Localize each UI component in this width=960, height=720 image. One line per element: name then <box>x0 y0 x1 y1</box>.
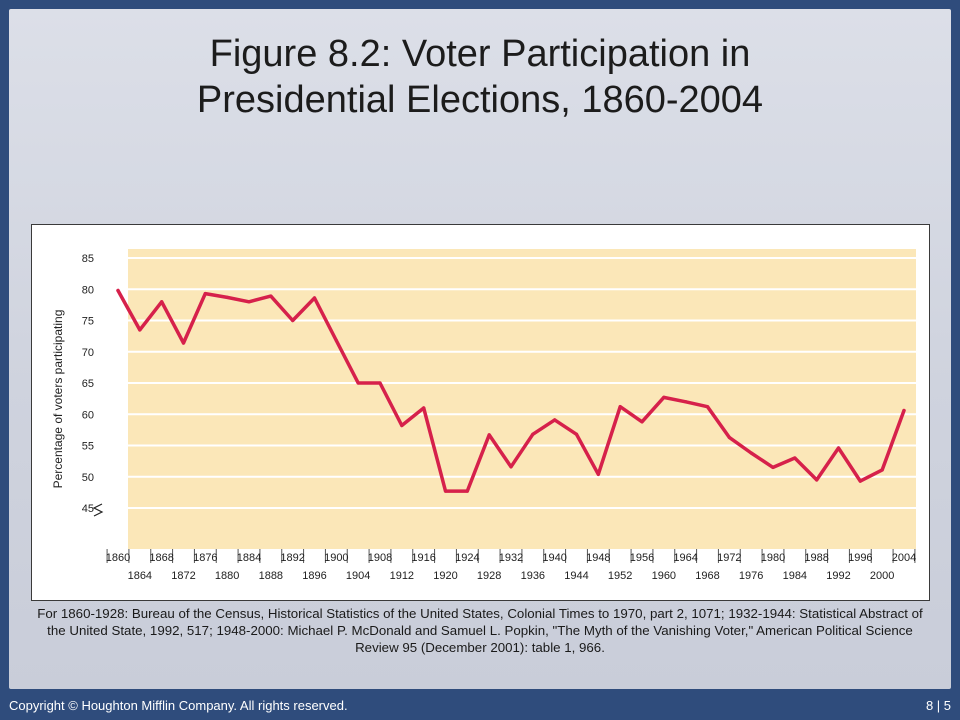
x-tick-label: 1980 <box>761 552 785 564</box>
data-point <box>465 489 469 493</box>
x-tick-label: 1912 <box>390 570 414 582</box>
data-point <box>509 465 513 469</box>
x-tick-label: 1956 <box>630 552 654 564</box>
data-point <box>902 408 906 413</box>
x-tick-label: 1960 <box>652 570 676 582</box>
data-point <box>312 296 317 300</box>
data-point <box>116 288 120 293</box>
gridlines <box>128 257 916 509</box>
x-tick-label: 1884 <box>237 552 261 564</box>
y-tick-label: 50 <box>82 472 94 484</box>
y-tick-label: 55 <box>82 441 94 453</box>
x-tick-marks <box>106 549 916 563</box>
copyright-text: Copyright © Houghton Mifflin Company. Al… <box>9 698 348 713</box>
axis-break-icon <box>92 503 104 517</box>
x-tick-label: 2004 <box>892 552 916 564</box>
slide-title: Figure 8.2: Voter Participation in Presi… <box>196 33 764 121</box>
x-tick-label: 1876 <box>193 552 217 564</box>
data-point <box>596 472 600 476</box>
data-point <box>815 478 819 482</box>
x-tick-labels: 1860 1868 1876 1884 1892 1900 1908 1916 1924 1932… <box>106 552 916 582</box>
x-tick-label: 1928 <box>477 570 501 582</box>
x-tick-label: 1916 <box>411 552 435 564</box>
x-tick-label: 1940 <box>542 552 566 564</box>
data-point <box>531 432 535 436</box>
x-tick-label: 1996 <box>848 552 872 564</box>
data-point <box>618 405 622 409</box>
data-point <box>356 381 360 385</box>
x-tick-label: 1936 <box>521 570 545 582</box>
page-number: 8 | 5 <box>925 698 951 713</box>
data-point <box>684 400 688 404</box>
chart-container: 45 50 55 60 65 70 75 80 85 1860 1868 1876 1884 1892 1… <box>31 224 930 601</box>
slide-background: Figure 8.2: Voter Participation in Presi… <box>9 9 951 689</box>
x-tick-label: 1868 <box>149 552 173 564</box>
x-tick-label: 1964 <box>673 552 697 564</box>
x-tick-label: 1880 <box>215 570 239 582</box>
data-point <box>640 420 644 424</box>
x-tick-label: 1920 <box>433 570 457 582</box>
y-tick-label: 75 <box>82 316 94 328</box>
y-tick-label: 85 <box>82 253 94 265</box>
data-point <box>138 328 142 332</box>
x-tick-label: 1952 <box>608 570 632 582</box>
x-tick-label: 1908 <box>368 552 392 564</box>
data-point <box>727 435 731 439</box>
x-tick-label: 1992 <box>826 570 850 582</box>
x-tick-label: 1900 <box>324 552 348 564</box>
data-point <box>334 338 338 343</box>
y-tick-label: 80 <box>82 284 94 296</box>
data-point <box>443 489 448 493</box>
data-point <box>487 433 491 437</box>
data-point <box>181 341 186 345</box>
data-point <box>291 318 295 323</box>
x-tick-label: 1988 <box>804 552 828 564</box>
x-tick-label: 1972 <box>717 552 741 564</box>
x-tick-label: 1872 <box>171 570 195 582</box>
y-axis-label: Percentage of voters participating <box>51 310 65 489</box>
x-tick-label: 2000 <box>870 570 894 582</box>
data-point <box>662 395 666 399</box>
data-point <box>880 468 884 472</box>
data-point <box>836 446 841 450</box>
series-group <box>116 288 906 493</box>
footer-bar: Copyright © Houghton Mifflin Company. Al… <box>0 689 960 720</box>
x-tick-label: 1924 <box>455 552 479 564</box>
x-tick-label: 1968 <box>695 570 719 582</box>
data-point <box>247 300 251 304</box>
y-tick-label: 65 <box>82 378 94 390</box>
data-point <box>422 406 426 410</box>
x-tick-label: 1904 <box>346 570 370 582</box>
data-point <box>793 456 797 460</box>
x-tick-label: 1892 <box>280 552 304 564</box>
x-tick-label: 1864 <box>128 570 152 582</box>
data-point <box>553 418 557 422</box>
x-tick-label: 1888 <box>259 570 283 582</box>
x-tick-label: 1984 <box>783 570 807 582</box>
plot-background <box>128 249 916 549</box>
data-point <box>225 295 229 299</box>
data-point <box>378 381 382 385</box>
y-tick-label: 45 <box>82 503 94 515</box>
data-point <box>160 300 164 304</box>
y-tick-label: 60 <box>82 409 94 421</box>
data-point <box>858 479 862 483</box>
data-point <box>269 294 273 298</box>
y-tick-label: 70 <box>82 347 94 359</box>
y-tick-labels: 45 50 55 60 65 70 75 80 85 <box>82 253 94 515</box>
data-point <box>574 432 579 436</box>
data-point <box>203 292 207 296</box>
x-tick-label: 1932 <box>499 552 523 564</box>
data-point <box>749 451 753 455</box>
x-tick-label: 1948 <box>586 552 610 564</box>
x-tick-label: 1976 <box>739 570 763 582</box>
x-tick-label: 1944 <box>564 570 588 582</box>
data-point <box>771 465 775 469</box>
source-note: For 1860-1928: Bureau of the Census, His… <box>37 606 923 655</box>
x-tick-label: 1896 <box>302 570 326 582</box>
x-tick-label: 1860 <box>106 552 130 564</box>
data-point <box>400 423 404 428</box>
data-point <box>705 405 710 409</box>
